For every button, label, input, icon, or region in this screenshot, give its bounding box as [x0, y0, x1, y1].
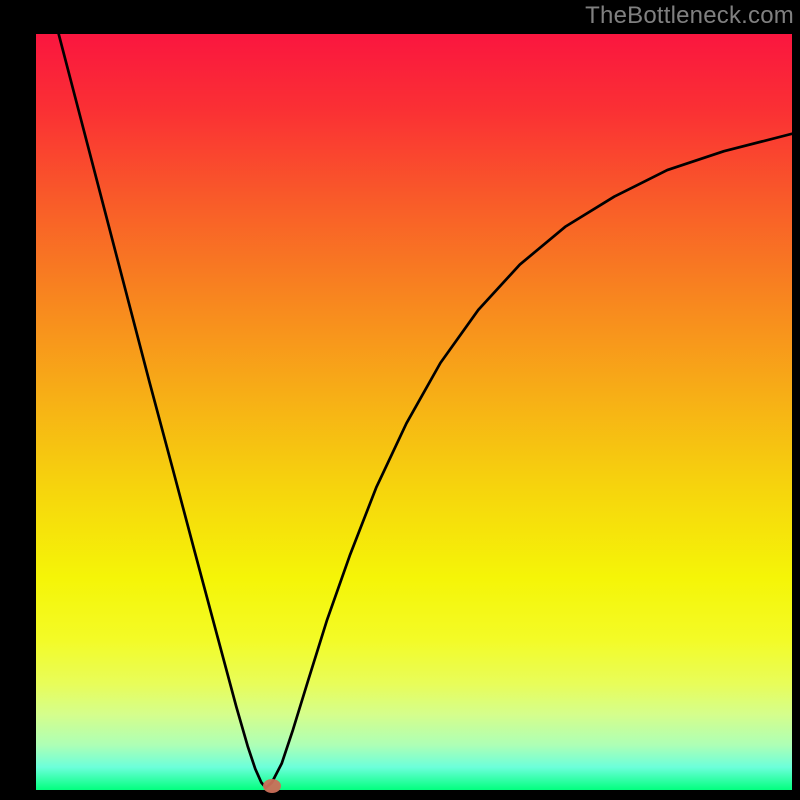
plot-area: [36, 34, 792, 790]
watermark-text: TheBottleneck.com: [585, 2, 794, 30]
chart-container: { "meta": { "watermark_text": "TheBottle…: [0, 0, 800, 800]
optimal-point-marker: [263, 779, 281, 793]
bottleneck-curve: [36, 34, 792, 790]
curve-path: [59, 34, 792, 788]
